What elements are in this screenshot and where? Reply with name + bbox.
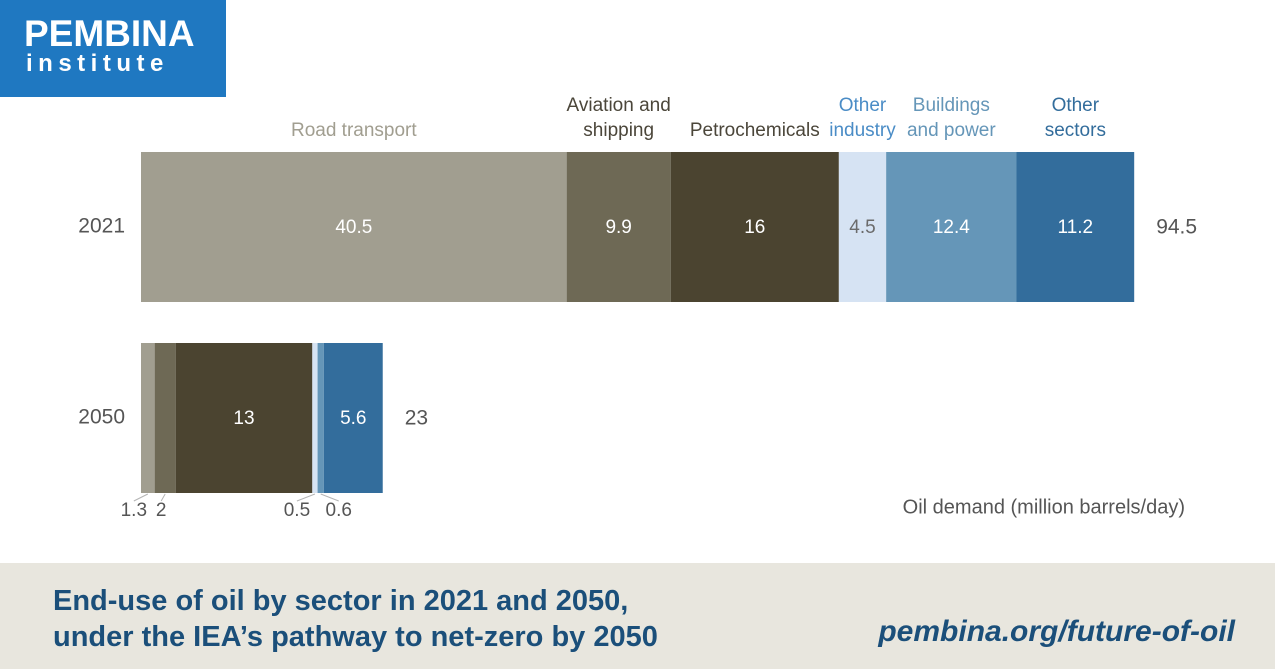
- stacked-bar-chart: 40.5 9.9 16 4.5 12.4 11.2 2021 94.5 13 5.6 2050 23 1…: [78, 95, 1197, 521]
- outside-label-2050-1: 2: [156, 500, 167, 521]
- outside-label-2050-4: 0.6: [326, 500, 352, 521]
- bar-segment-2050-1: [154, 343, 176, 493]
- series-label-3-line-0: Other: [839, 95, 887, 116]
- bar-segment-2050-4: [317, 343, 324, 493]
- outside-label-2050-3: 0.5: [284, 500, 310, 521]
- data-label-2021-5: 11.2: [1058, 217, 1094, 238]
- data-label-2021-2: 16: [744, 217, 765, 238]
- series-label-4-line-1: and power: [907, 120, 996, 141]
- unit-label: Oil demand (million barrels/day): [903, 496, 1185, 518]
- footer-url-link[interactable]: pembina.org/future-of-oil: [878, 615, 1235, 648]
- data-label-2021-3: 4.5: [849, 217, 875, 238]
- data-label-2021-4: 12.4: [933, 217, 970, 238]
- bar-segment-2021-0: [141, 152, 567, 302]
- bar-segment-2021-2: [670, 152, 839, 302]
- footer-band: End-use of oil by sector in 2021 and 205…: [0, 563, 1275, 669]
- category-label-2050: 2050: [78, 406, 125, 429]
- bar-segment-2021-3: [838, 152, 887, 302]
- bar-segment-2050-0: [141, 343, 155, 493]
- data-label-2050-5: 5.6: [340, 408, 366, 429]
- bar-segment-2021-1: [566, 152, 671, 302]
- series-label-5-line-1: sectors: [1045, 120, 1106, 141]
- figure-caption: End-use of oil by sector in 2021 and 205…: [53, 583, 658, 655]
- leader-line-2050-3: [296, 493, 316, 502]
- series-label-1-line-0: Aviation and: [567, 95, 671, 116]
- caption-line-1: End-use of oil by sector in 2021 and 205…: [53, 585, 629, 617]
- bar-segment-2050-2: [175, 343, 313, 493]
- series-label-1-line-1: shipping: [583, 120, 654, 141]
- series-label-0-line-0: Road transport: [291, 120, 417, 141]
- total-label-2021: 94.5: [1156, 216, 1197, 239]
- series-label-3-line-1: industry: [829, 120, 896, 141]
- logo-wordmark: PEMBINA: [24, 13, 195, 54]
- series-label-5-line-0: Other: [1052, 95, 1100, 116]
- leader-line-2050-4: [320, 493, 339, 502]
- caption-line-2: under the IEA’s pathway to net-zero by 2…: [53, 621, 658, 653]
- total-label-2050: 23: [405, 407, 428, 430]
- bar-segment-2050-5: [323, 343, 383, 493]
- data-label-2021-0: 40.5: [335, 217, 372, 238]
- bar-segment-2050-3: [312, 343, 318, 493]
- series-label-4-line-0: Buildings: [913, 95, 990, 116]
- data-label-2021-1: 9.9: [605, 217, 631, 238]
- data-label-2050-2: 13: [233, 408, 254, 429]
- bar-segment-2021-5: [1016, 152, 1135, 302]
- outside-label-2050-0: 1.3: [121, 500, 147, 521]
- bar-segment-2021-4: [886, 152, 1017, 302]
- leader-line-2050-0: [133, 493, 149, 502]
- category-label-2021: 2021: [78, 215, 125, 238]
- pembina-logo: PEMBINA institute: [0, 0, 226, 97]
- logo-subtitle: institute: [26, 50, 169, 77]
- series-label-2-line-0: Petrochemicals: [690, 120, 820, 141]
- leader-line-2050-1: [160, 493, 166, 502]
